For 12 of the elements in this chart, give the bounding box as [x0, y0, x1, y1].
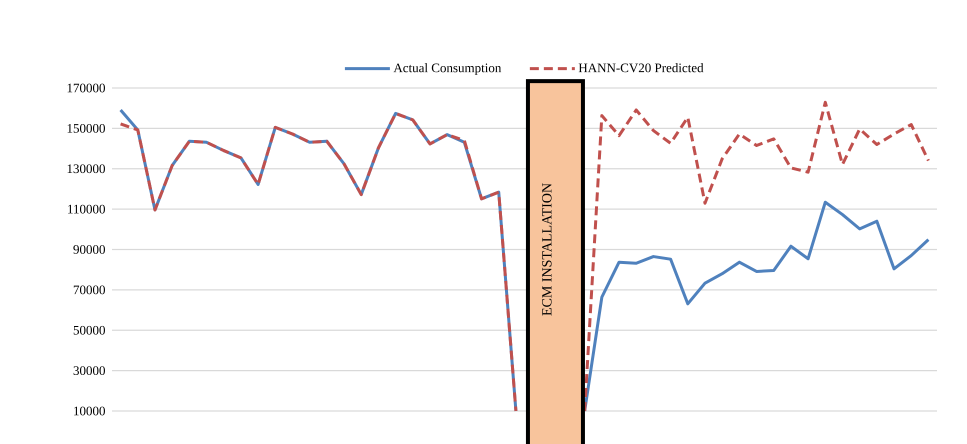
y-tick-label: 10000: [74, 406, 105, 416]
legend-label: HANN-CV20 Predicted: [578, 63, 704, 72]
legend-label: Actual Consumption: [394, 63, 502, 75]
y-tick-label: 90000: [73, 245, 105, 254]
y-tick-label: 130000: [68, 164, 105, 174]
y-tick-label: 110000: [68, 204, 105, 214]
y-tick-label: 30000: [74, 366, 105, 375]
y-tick-label: 150000: [68, 124, 105, 133]
annotation: ECM INSTALLATION: [542, 183, 552, 316]
y-tick-label: 50000: [74, 326, 105, 335]
y-tick-label: 70000: [74, 285, 105, 294]
y-tick-label: 170000: [68, 84, 105, 92]
